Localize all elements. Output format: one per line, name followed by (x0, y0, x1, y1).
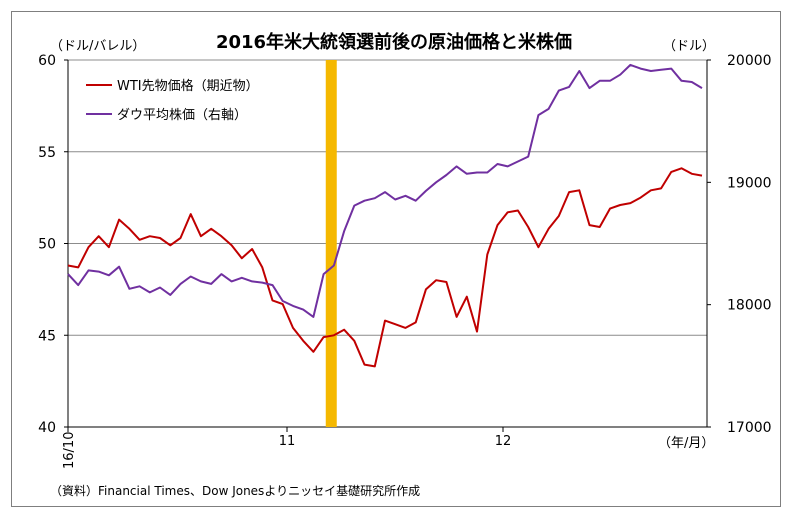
left-tick-label: 45 (38, 328, 56, 344)
x-tick-label: 11 (279, 434, 296, 449)
legend-label: WTI先物価格（期近物） (117, 78, 259, 94)
chart-frame (11, 11, 781, 507)
election-marker-band (325, 60, 337, 427)
legend-label: ダウ平均株価（右軸） (117, 108, 247, 123)
left-tick-label: 60 (38, 53, 56, 69)
x-tick-label: 16/10 (62, 432, 77, 469)
wti-series-line (67, 167, 703, 368)
source-note: （資料）Financial Times、Dow Jonesよりニッセイ基礎研究所… (50, 483, 420, 498)
right-tick-label: 17000 (727, 420, 772, 436)
right-axis-unit: （ドル） (663, 39, 715, 54)
legend: WTI先物価格（期近物） ダウ平均株価（右軸） (86, 78, 259, 123)
left-axis-unit: （ドル/バレル） (50, 39, 145, 54)
x-axis-unit: （年/月） (658, 436, 714, 451)
left-tick-label: 40 (38, 420, 56, 436)
right-tick-label: 18000 (727, 298, 772, 314)
dow-series-line (67, 63, 703, 318)
left-tick-label: 55 (38, 145, 56, 161)
grid-lines (68, 59, 707, 336)
chart-title: 2016年米大統領選前後の原油価格と米株価 (216, 31, 572, 53)
axes: 40 45 50 55 60 17000 18000 19000 20000 16/10 11 12 (38, 53, 771, 469)
x-tick-label: 12 (495, 434, 512, 449)
right-tick-label: 20000 (727, 53, 772, 69)
chart-marks (67, 60, 703, 427)
right-tick-label: 19000 (727, 175, 772, 191)
left-tick-label: 50 (38, 237, 56, 253)
